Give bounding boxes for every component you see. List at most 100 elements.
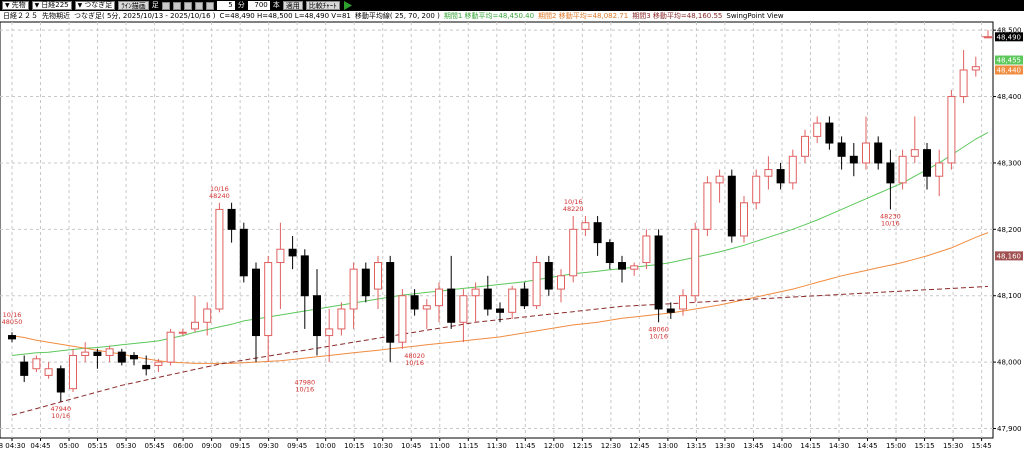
candle-down [8, 335, 16, 340]
x-tick-label: 13:30 [715, 442, 735, 450]
candle-down [496, 308, 504, 313]
candle-up [325, 328, 334, 337]
tick-bar-icon[interactable] [205, 1, 214, 10]
x-tick-label: 11:30 [487, 442, 507, 450]
monthly-bar-icon[interactable] [183, 1, 192, 10]
swing-point-label: 48220 [563, 205, 584, 213]
x-tick-label: 05:45 [144, 442, 164, 450]
symbol-select[interactable]: ▼ 日経225 [31, 1, 72, 10]
candle-up [935, 162, 944, 177]
candle-down [618, 262, 626, 270]
candle-up [44, 368, 53, 376]
candle-down [130, 354, 138, 360]
swing-point-label: 48230 [880, 212, 901, 220]
apply-button[interactable]: 適用 [282, 1, 303, 10]
series-select[interactable]: ▼ つなぎ足 [74, 1, 116, 10]
candle-up [422, 305, 431, 310]
price-tag [995, 32, 1023, 42]
swing-point-label: 10/16 [564, 198, 583, 206]
candle-up [557, 275, 565, 290]
candle-up [32, 358, 41, 370]
x-tick-label: 11:45 [515, 442, 535, 450]
y-tick-label: 48,500 [997, 27, 1022, 35]
candle-down [849, 155, 858, 164]
x-tick-label: 09:30 [259, 442, 279, 450]
candle-up [471, 288, 480, 297]
candle-up [398, 295, 407, 343]
candle-up [349, 268, 358, 310]
x-tick-label: 14:00 [772, 442, 792, 450]
y-tick-label: 47,900 [997, 425, 1022, 433]
chevron-down-icon: ▼ [34, 2, 40, 9]
info-ma1: 期間1 移動平均=48,450.40 [443, 12, 535, 20]
x-tick-label: 04:45 [30, 442, 50, 450]
play-icon[interactable] [343, 1, 353, 10]
info-symbol: 日経２２５ [3, 12, 38, 20]
x-tick-label: 05:15 [87, 442, 107, 450]
x-tick-label: 13:45 [743, 442, 763, 450]
candle-down [544, 262, 553, 290]
swing-point-label: 47940 [50, 405, 71, 413]
x-tick-label: 8 04:30 [0, 442, 25, 450]
candle-down [593, 222, 602, 244]
candle-up [740, 202, 748, 237]
info-description: つなぎ足( 5分, 2025/10/13 - 2025/10/16 ) [74, 12, 216, 20]
x-tick-label: 05:00 [59, 442, 79, 450]
x-tick-label: 11:00 [430, 442, 450, 450]
x-tick-label: 12:30 [601, 442, 621, 450]
market-select[interactable]: ▼ 先物 [2, 1, 29, 10]
ashi-label: 足 [151, 1, 159, 9]
interval-input[interactable]: 5 [216, 1, 235, 10]
candle-up [691, 228, 700, 297]
info-ohlc: C=48,490 H=48,500 L=48,490 V=81 [219, 12, 351, 20]
minute-bar-icon[interactable] [194, 1, 203, 10]
candle-up [801, 135, 809, 157]
candle-up [264, 262, 273, 337]
candle-down [20, 361, 29, 376]
swing-point-label: 48240 [209, 192, 230, 200]
x-tick-label: 09:45 [287, 442, 307, 450]
candle-up [910, 149, 919, 157]
y-tick-label: 48,400 [997, 93, 1022, 101]
x-tick-label: 09:15 [230, 442, 250, 450]
bars-input[interactable]: 700 [247, 1, 270, 10]
price-tag [995, 55, 1023, 65]
weekly-bar-icon[interactable] [172, 1, 181, 10]
x-tick-label: 15:00 [886, 442, 906, 450]
candle-up [642, 235, 651, 264]
y-tick-label: 48,300 [997, 159, 1022, 167]
candle-down [386, 262, 395, 343]
candle-up [679, 295, 687, 310]
candle-up [203, 308, 212, 323]
candle-up [703, 182, 712, 230]
x-tick-label: 06:00 [173, 442, 193, 450]
candle-down [252, 268, 260, 337]
x-tick-label: 10:15 [344, 442, 364, 450]
x-tick-label: 10:45 [401, 442, 421, 450]
candle-up [337, 308, 346, 330]
candle-down [410, 295, 419, 310]
info-ma3: 期間3 移動平均=48,160.55 [632, 12, 723, 20]
candle-down [520, 288, 529, 307]
x-tick-label: 13:00 [658, 442, 678, 450]
candle-up [166, 331, 175, 363]
swing-point-label: 48050 [2, 318, 23, 326]
swing-point-label: 10/16 [881, 219, 900, 227]
candle-down [117, 351, 126, 363]
swing-point-label: 48020 [404, 352, 425, 360]
x-tick-label: 10:00 [316, 442, 336, 450]
draw-line-button[interactable]: ﾗｲﾝ描画 [118, 1, 149, 10]
x-tick-label: 14:30 [829, 442, 849, 450]
chevron-down-icon: ▼ [5, 2, 10, 9]
compare-chart-button[interactable]: 比較ﾁｬｰﾄ [305, 1, 340, 10]
swing-point-label: 10/16 [295, 385, 314, 393]
swing-point-label: 47980 [294, 378, 315, 386]
candle-down [361, 268, 370, 297]
candle-up [630, 265, 639, 270]
candle-down [447, 288, 456, 323]
x-tick-label: 14:15 [800, 442, 820, 450]
daily-bar-icon[interactable] [161, 1, 170, 10]
candle-down [93, 351, 102, 356]
candle-up [947, 96, 956, 164]
